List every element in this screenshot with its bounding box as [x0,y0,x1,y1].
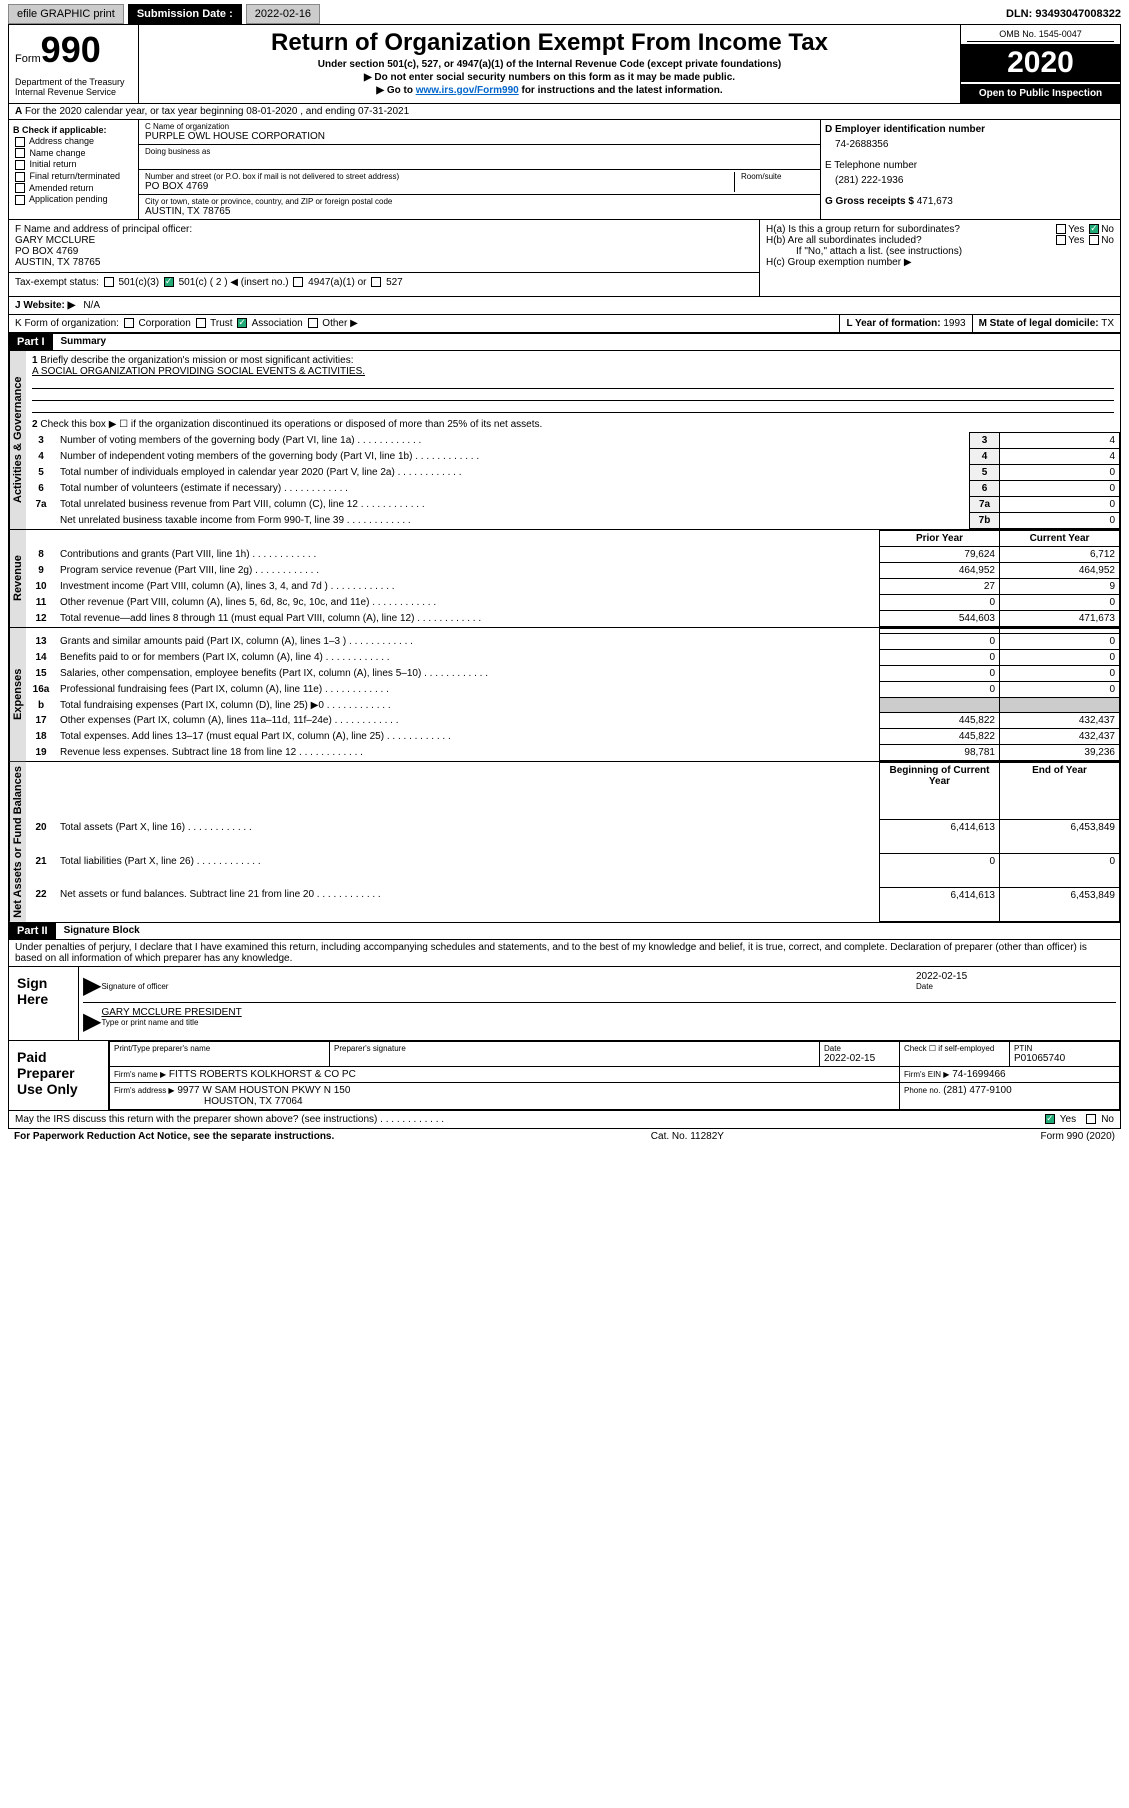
form-number: 990 [41,29,101,70]
section-a: A For the 2020 calendar year, or tax yea… [8,104,1121,120]
instr2: ▶ Go to www.irs.gov/Form990 for instruct… [145,85,954,96]
perjury: Under penalties of perjury, I declare th… [8,940,1121,967]
table-row: 21Total liabilities (Part X, line 26)00 [26,854,1120,888]
discuss-yes [1045,1114,1055,1124]
table-row: 4Number of independent voting members of… [26,449,1120,465]
mission: A SOCIAL ORGANIZATION PROVIDING SOCIAL E… [32,366,365,377]
assoc-checked [237,318,247,328]
org-name: PURPLE OWL HOUSE CORPORATION [145,131,814,142]
instr1: ▶ Do not enter social security numbers o… [145,72,954,83]
sig-arrow-icon: ▶ [83,1007,101,1036]
table-row: 19Revenue less expenses. Subtract line 1… [26,745,1120,761]
state-domicile: TX [1101,318,1114,329]
firm-name: FITTS ROBERTS KOLKHORST & CO PC [169,1069,356,1080]
table-row: 7aTotal unrelated business revenue from … [26,497,1120,513]
table-row: 8Contributions and grants (Part VIII, li… [26,547,1120,563]
ptin: P01065740 [1014,1053,1115,1064]
side-governance: Activities & Governance [9,351,26,529]
check-b: B Check if applicable: Address change Na… [9,120,139,219]
table-row: 10Investment income (Part VIII, column (… [26,579,1120,595]
sign-here: Sign Here [9,967,79,1040]
website: N/A [83,300,100,311]
sig-arrow-icon: ▶ [83,971,101,1000]
firm-phone: (281) 477-9100 [943,1085,1011,1096]
form-title: Return of Organization Exempt From Incom… [145,29,954,57]
gross-receipts: 471,673 [917,196,953,207]
subdate: 2022-02-16 [246,4,320,24]
part1-hdr: Part I [9,334,53,350]
form-header: Form990 Department of the Treasury Inter… [8,24,1121,104]
table-row: 13Grants and similar amounts paid (Part … [26,634,1120,650]
dept: Department of the Treasury Internal Reve… [15,77,132,97]
org-city: AUSTIN, TX 78765 [145,206,814,217]
efile-btn[interactable]: efile GRAPHIC print [8,4,124,24]
topbar: efile GRAPHIC print Submission Date : 20… [8,4,1121,24]
subdate-label: Submission Date : [128,4,242,24]
year-formation: 1993 [943,318,965,329]
table-row: 22Net assets or fund balances. Subtract … [26,887,1120,921]
tax-year: 2020 [961,44,1120,82]
sign-date: 2022-02-15 [916,971,1116,982]
table-row: 14Benefits paid to or for members (Part … [26,650,1120,666]
side-expenses: Expenses [9,628,26,761]
side-revenue: Revenue [9,530,26,627]
firm-addr1: 9977 W SAM HOUSTON PKWY N 150 [177,1085,350,1096]
table-row: bTotal fundraising expenses (Part IX, co… [26,698,1120,713]
table-row: 20Total assets (Part X, line 16)6,414,61… [26,820,1120,854]
side-netassets: Net Assets or Fund Balances [9,762,26,922]
org-addr: PO BOX 4769 [145,181,734,192]
table-row: 18Total expenses. Add lines 13–17 (must … [26,729,1120,745]
table-row: 3Number of voting members of the governi… [26,433,1120,449]
table-row: 17Other expenses (Part IX, column (A), l… [26,713,1120,729]
open-inspection: Open to Public Inspection [961,84,1120,103]
instr-link[interactable]: www.irs.gov/Form990 [416,85,519,96]
footer-right: Form 990 (2020) [1041,1131,1115,1142]
footer-left: For Paperwork Reduction Act Notice, see … [14,1131,334,1142]
dln: DLN: 93493047008322 [1006,8,1121,20]
form-subtitle: Under section 501(c), 527, or 4947(a)(1)… [145,59,954,70]
officer-sig-name: GARY MCCLURE PRESIDENT [101,1007,241,1018]
part2-hdr: Part II [9,923,56,939]
table-row: 15Salaries, other compensation, employee… [26,666,1120,682]
group-no [1089,224,1099,234]
phone: (281) 222-1936 [835,175,1116,186]
ein: 74-2688356 [835,139,1116,150]
footer-mid: Cat. No. 11282Y [651,1131,724,1142]
table-row: 16aProfessional fundraising fees (Part I… [26,682,1120,698]
omb: OMB No. 1545-0047 [967,29,1114,42]
501c-checked [164,277,174,287]
officer-name: GARY MCCLURE [15,235,753,246]
table-row: 11Other revenue (Part VIII, column (A), … [26,595,1120,611]
table-row: 9Program service revenue (Part VIII, lin… [26,563,1120,579]
table-row: 5Total number of individuals employed in… [26,465,1120,481]
paid-preparer: Paid Preparer Use Only [9,1041,109,1110]
prep-date: 2022-02-15 [824,1053,895,1064]
table-row: 12Total revenue—add lines 8 through 11 (… [26,611,1120,627]
form-prefix: Form [15,53,41,65]
table-row: 6Total number of volunteers (estimate if… [26,481,1120,497]
firm-ein: 74-1699466 [952,1069,1005,1080]
table-row: Net unrelated business taxable income fr… [26,513,1120,529]
